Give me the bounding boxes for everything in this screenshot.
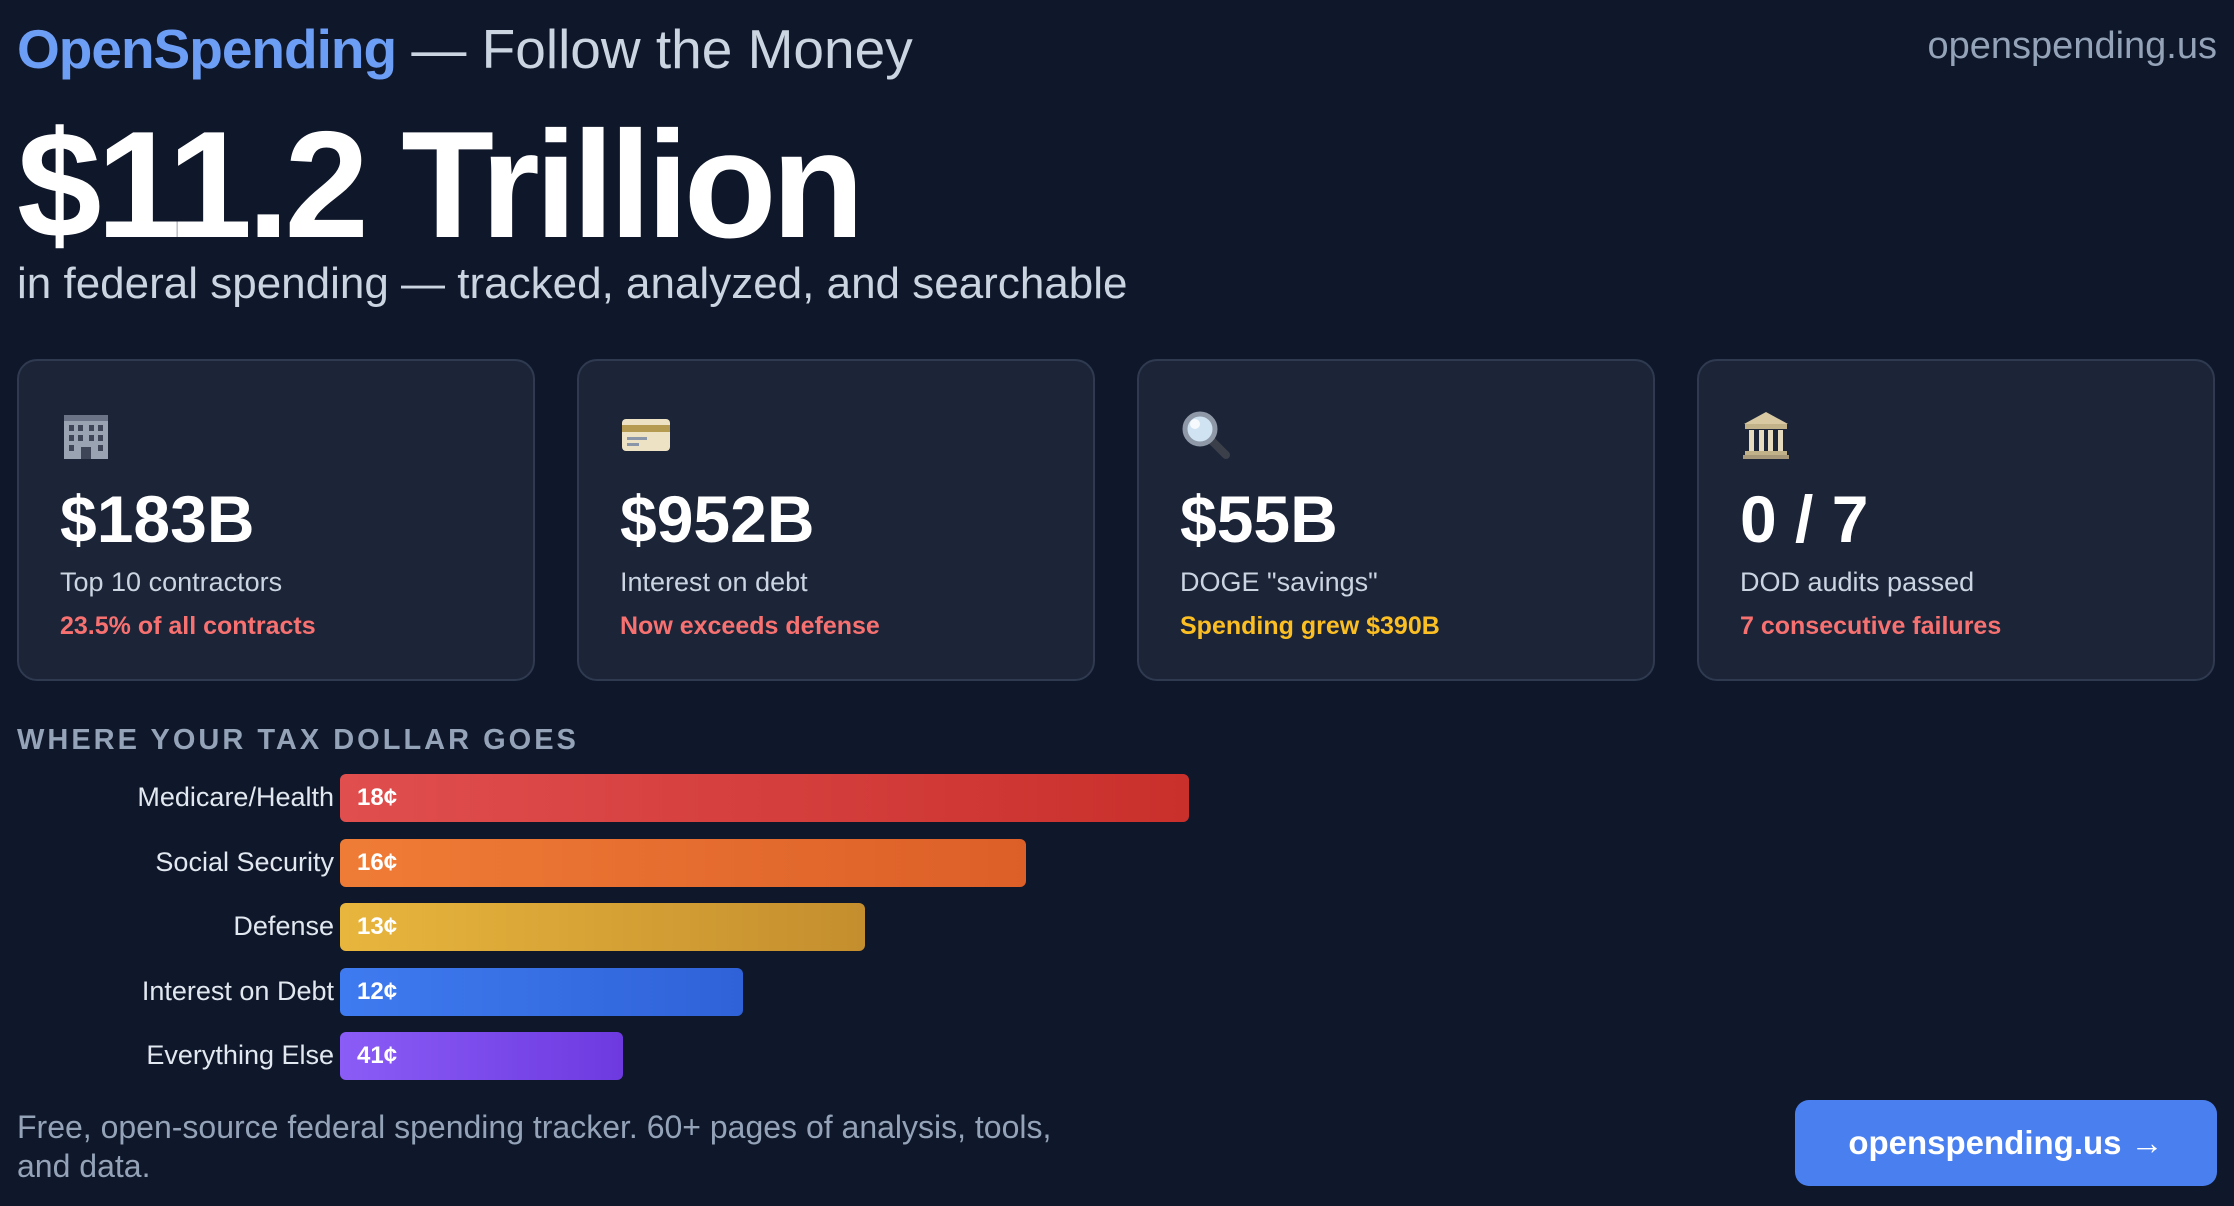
bar: 16¢ [340, 838, 1026, 887]
bar-value-label: 18¢ [357, 784, 398, 811]
tax-dollar-bar-chart: Medicare/Health 18¢ Social Security 16¢ Defe… [17, 772, 1237, 1092]
bar-row: Social Security 16¢ [17, 837, 1237, 887]
bar-row: Everything Else 41¢ [17, 1030, 1237, 1080]
brand-tagline: — Follow the Money [396, 18, 913, 80]
brand-title: OpenSpending — Follow the Money [17, 14, 913, 84]
card-label: Top 10 contractors [60, 567, 283, 597]
bar-value-label: 13¢ [357, 913, 398, 940]
office-building-icon [64, 415, 108, 459]
bar: 18¢ [340, 774, 1189, 822]
bar-category-label: Medicare/Health [137, 782, 334, 812]
card-note: 7 consecutive failures [1740, 612, 2002, 640]
stat-card-interest: $952B Interest on debt Now exceeds defen… [577, 359, 1095, 681]
bar-category-label: Everything Else [146, 1040, 334, 1070]
card-label: DOD audits passed [1740, 567, 1975, 597]
bar-category-label: Defense [233, 911, 334, 941]
magnifying-glass-icon [1182, 411, 1230, 459]
classical-building-icon [1743, 412, 1789, 459]
site-link[interactable]: openspending.us [1927, 25, 2217, 67]
bar: 13¢ [340, 903, 865, 951]
bar-row: Interest on Debt 12¢ [17, 966, 1237, 1016]
card-value: $183B [60, 482, 255, 556]
visit-site-button[interactable]: openspending.us → [1795, 1100, 2217, 1186]
card-value: 0 / 7 [1740, 482, 1869, 556]
stat-card-audits: 0 / 7 DOD audits passed 7 consecutive fa… [1697, 359, 2215, 681]
card-label: DOGE "savings" [1180, 567, 1378, 597]
stat-cards: $183B Top 10 contractors 23.5% of all co… [17, 359, 2217, 681]
card-value: $952B [620, 482, 815, 556]
card-label: Interest on debt [620, 567, 808, 597]
stat-card-contractors: $183B Top 10 contractors 23.5% of all co… [17, 359, 535, 681]
brand-name[interactable]: OpenSpending [17, 18, 397, 80]
card-value: $55B [1180, 482, 1338, 556]
bar-value-label: 16¢ [357, 848, 398, 876]
bar-row: Defense 13¢ [17, 901, 1237, 951]
header: OpenSpending — Follow the Money openspen… [17, 14, 2217, 84]
card-note: Spending grew $390B [1180, 612, 1440, 640]
card-note: 23.5% of all contracts [60, 612, 316, 640]
bar: 41¢ [340, 1032, 623, 1080]
bar-category-label: Interest on Debt [141, 975, 334, 1006]
bar-category-label: Social Security [155, 846, 334, 877]
bar: 12¢ [340, 967, 743, 1016]
credit-card-icon [622, 419, 670, 451]
hero-subtitle: in federal spending — tracked, analyzed,… [17, 259, 1128, 308]
hero-amount: $11.2 Trillion [17, 100, 864, 270]
stat-card-doge: $55B DOGE "savings" Spending grew $390B [1137, 359, 1655, 681]
bar-value-label: 41¢ [357, 1042, 398, 1069]
card-note: Now exceeds defense [620, 612, 880, 640]
bar-row: Medicare/Health 18¢ [17, 772, 1237, 822]
footer-text: Free, open-source federal spending track… [17, 1109, 1052, 1184]
bar-value-label: 12¢ [357, 977, 398, 1005]
section-title: WHERE YOUR TAX DOLLAR GOES [17, 724, 579, 756]
